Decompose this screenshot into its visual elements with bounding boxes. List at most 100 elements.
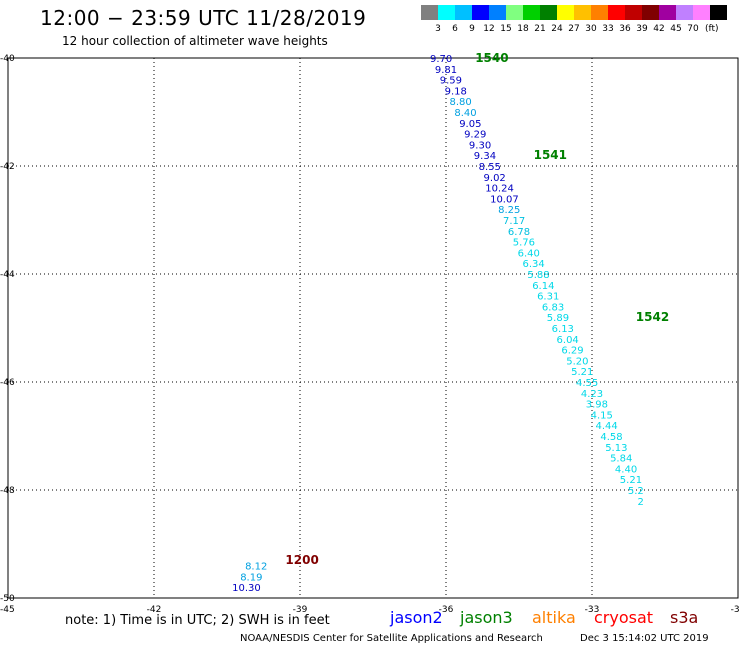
scale-label: 12 [483, 24, 495, 34]
pass-time-label: 1542 [636, 310, 669, 324]
swh-value: 6.83 [542, 302, 564, 313]
lon-tick-label: -33 [585, 605, 600, 615]
swh-value: 5.20 [566, 356, 588, 367]
lat-tick-label: -44 [0, 270, 15, 280]
swh-value: 9.18 [445, 86, 467, 97]
swh-value: 8.12 [245, 562, 267, 573]
scale-swatch [506, 5, 523, 20]
swh-value: 8.80 [449, 97, 471, 108]
corner-label: -45 [0, 605, 15, 615]
lon-tick-label: -39 [293, 605, 308, 615]
scale-label: 15 [500, 24, 512, 34]
scale-label: 39 [636, 24, 648, 34]
scale-label: 18 [517, 24, 529, 34]
lat-tick-label: -42 [0, 162, 15, 172]
swh-value: 6.13 [552, 324, 574, 335]
lon-tick-label: -42 [147, 605, 162, 615]
lat-tick-label: -40 [0, 54, 15, 64]
scale-swatch [438, 5, 455, 20]
swh-value: 4.40 [615, 464, 637, 475]
lon-tick-label: -36 [439, 605, 454, 615]
scale-label: 70 [687, 24, 699, 34]
swh-value: 8.40 [454, 108, 476, 119]
swh-value: 5.21 [620, 475, 642, 486]
swh-value: 4.23 [581, 389, 603, 400]
swh-value: 6.31 [537, 292, 559, 303]
swh-value: 5.21 [571, 367, 593, 378]
swh-value: 4.15 [591, 410, 613, 421]
lat-tick-label: -50 [0, 594, 15, 604]
scale-swatch [625, 5, 642, 20]
satellite-legend-jason2: jason2 [390, 608, 443, 627]
scale-swatch [608, 5, 625, 20]
scale-swatch [421, 5, 438, 20]
scale-label: 33 [602, 24, 614, 34]
pass-time-label: 1540 [475, 51, 508, 65]
credit-text: NOAA/NESDIS Center for Satellite Applica… [240, 633, 543, 644]
swh-value: 9.02 [484, 173, 506, 184]
lon-tick-label: -30 [731, 605, 740, 615]
scale-label: 9 [469, 24, 475, 34]
swh-value: 8.55 [479, 162, 501, 173]
satellite-legend-altika: altika [532, 608, 576, 627]
swh-value: 5.13 [605, 443, 627, 454]
satellite-legend-jason3: jason3 [460, 608, 513, 627]
swh-value: 9.70 [430, 54, 452, 65]
swh-value: 4.44 [595, 421, 617, 432]
swh-value: 10.07 [490, 194, 519, 205]
satellite-legend-s3a: s3a [670, 608, 699, 627]
scale-swatch [472, 5, 489, 20]
swh-value: 6.34 [522, 259, 544, 270]
scale-swatch [693, 5, 710, 20]
scale-label: 21 [534, 24, 546, 34]
scale-swatch [676, 5, 693, 20]
swh-value: 10.24 [485, 184, 514, 195]
generation-timestamp: Dec 3 15:14:02 UTC 2019 [580, 633, 709, 644]
lat-tick-label: -46 [0, 378, 15, 388]
lat-tick-label: -48 [0, 486, 15, 496]
scale-swatch [574, 5, 591, 20]
page-subtitle: 12 hour collection of altimeter wave hei… [62, 34, 328, 48]
swh-value: 9.34 [474, 151, 496, 162]
swh-value: 7.17 [503, 216, 525, 227]
scale-label: 3 [435, 24, 441, 34]
scale-swatch [557, 5, 574, 20]
scale-swatch [489, 5, 506, 20]
swh-value: 9.29 [464, 130, 486, 141]
scale-swatch [455, 5, 472, 20]
footer-note: note: 1) Time is in UTC; 2) SWH is in fe… [65, 613, 330, 628]
scale-swatch [540, 5, 557, 20]
scale-swatch [659, 5, 676, 20]
satellite-legend-cryosat: cryosat [594, 608, 654, 627]
page-title: 12:00 − 23:59 UTC 11/28/2019 [40, 6, 367, 30]
swh-value: 9.30 [469, 140, 491, 151]
scale-swatch [523, 5, 540, 20]
swh-value: 9.59 [440, 76, 462, 87]
swh-value: 10.30 [232, 583, 261, 594]
swh-value: 5.88 [527, 270, 549, 281]
scale-label: 42 [653, 24, 665, 34]
swh-value: 2 [637, 497, 643, 508]
swh-value: 6.04 [557, 335, 579, 346]
swh-value: 6.14 [532, 281, 554, 292]
scale-label: 27 [568, 24, 580, 34]
swh-value: 6.40 [518, 248, 540, 259]
scale-label: 36 [619, 24, 631, 34]
swh-value: 5.76 [513, 238, 535, 249]
swh-value: 5.89 [547, 313, 569, 324]
scale-swatch [710, 5, 727, 20]
scale-swatch [591, 5, 608, 20]
swh-value: 6.78 [508, 227, 530, 238]
swh-value: 4.55 [576, 378, 598, 389]
swh-value: 9.81 [435, 65, 457, 76]
scale-unit: (ft) [705, 24, 719, 34]
scale-label: 30 [585, 24, 597, 34]
pass-time-label: 1200 [285, 553, 318, 567]
scale-swatch [642, 5, 659, 20]
map-frame [7, 57, 739, 599]
swh-value: 6.29 [561, 346, 583, 357]
pass-time-label: 1541 [534, 148, 567, 162]
scale-label: 24 [551, 24, 563, 34]
swh-value: 8.25 [498, 205, 520, 216]
